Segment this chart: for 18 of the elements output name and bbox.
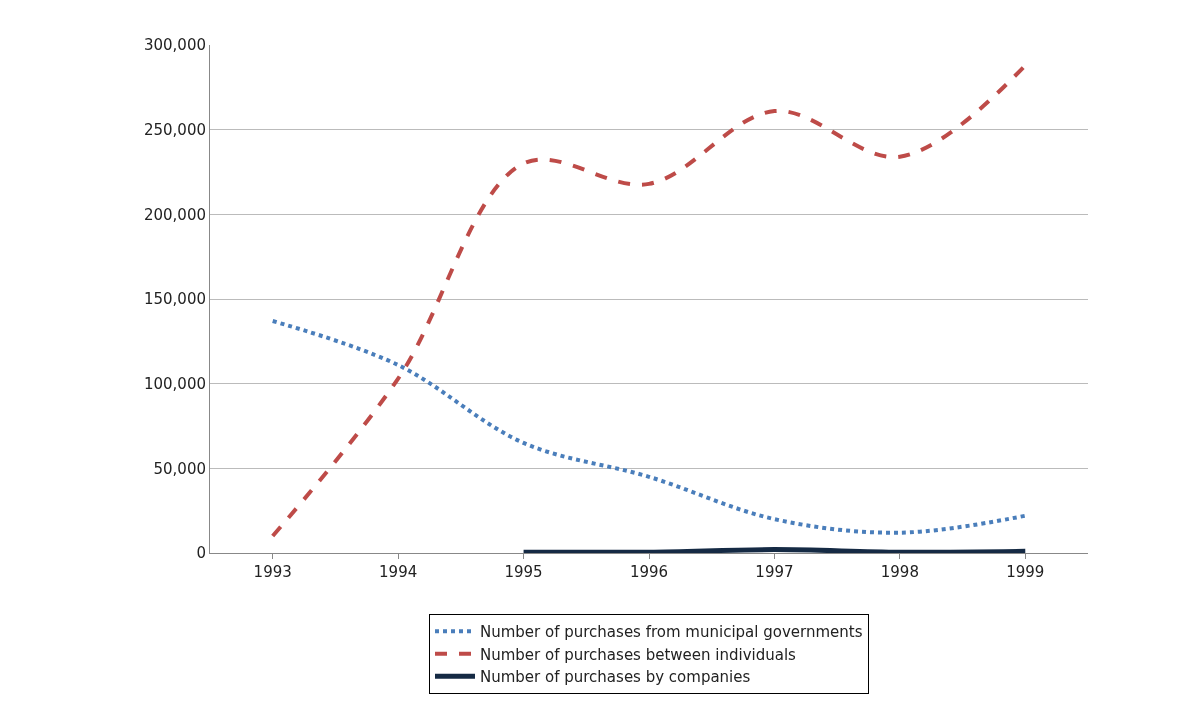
x-tick-label: 1993 (253, 563, 292, 581)
line-series (270, 319, 1028, 535)
x-tick-label: 1998 (880, 563, 919, 581)
x-tick-label: 1995 (504, 563, 543, 581)
y-tick-label: 250,000 (143, 120, 206, 139)
x-tick-label: 1997 (755, 563, 794, 581)
x-tick-label: 1994 (379, 563, 418, 581)
legend-label: Number of purchases by companies (480, 668, 751, 687)
x-tick-label: 1996 (629, 563, 669, 581)
x-tick-label: 1999 (1006, 563, 1045, 581)
y-tick-label: 50,000 (153, 459, 206, 478)
y-tick-label: 0 (196, 544, 206, 563)
y-tick-label: 150,000 (143, 290, 206, 309)
legend-label: Number of purchases from municipal governments (480, 623, 863, 642)
y-tick-label: 100,000 (143, 374, 206, 393)
y-tick-label: 300,000 (143, 36, 206, 55)
legend-label: Number of purchases between individuals (480, 645, 797, 664)
y-tick-label: 200,000 (143, 205, 206, 224)
